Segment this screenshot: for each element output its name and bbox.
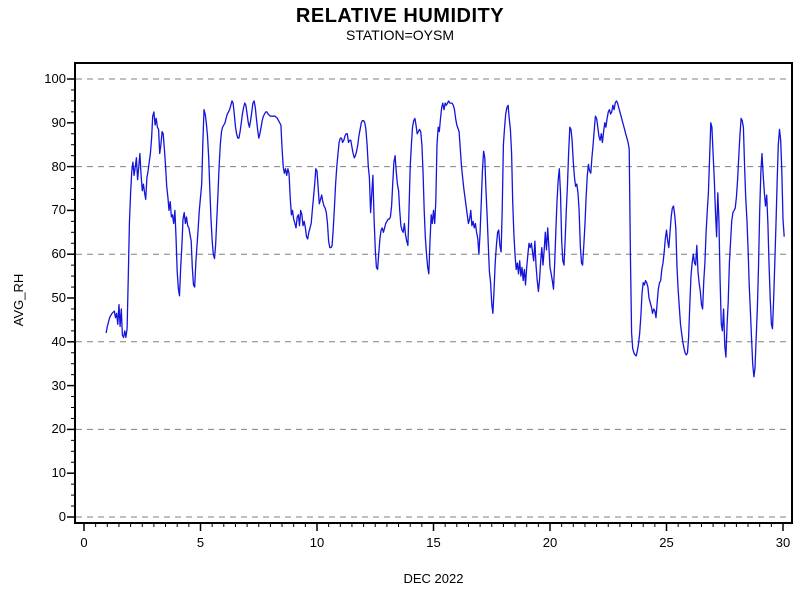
y-tick-label-100: 100 bbox=[44, 71, 66, 86]
y-tick-label-70: 70 bbox=[51, 202, 66, 218]
x-tick-label-5: 5 bbox=[196, 535, 205, 550]
y-tick-label-40: 40 bbox=[51, 333, 66, 349]
y-tick-label-50: 50 bbox=[51, 290, 66, 305]
y-tick-label-80: 80 bbox=[51, 158, 66, 174]
y-tick-label-30: 30 bbox=[51, 377, 66, 393]
y-tick-label-0: 0 bbox=[58, 509, 66, 524]
x-tick-label-0: 0 bbox=[80, 535, 88, 550]
y-axis-title: AVG_RH bbox=[11, 273, 26, 327]
humidity-line bbox=[105, 100, 785, 378]
x-tick-label-15: 15 bbox=[426, 535, 441, 550]
y-tick-label-60: 60 bbox=[51, 246, 66, 262]
chart-subtitle: STATION=OYSM bbox=[346, 27, 454, 43]
x-tick-label-25: 25 bbox=[659, 535, 674, 550]
x-tick-label-20: 20 bbox=[542, 535, 558, 550]
x-tick-label-30: 30 bbox=[775, 535, 791, 550]
plot-frame bbox=[74, 62, 793, 524]
x-axis-title: DEC 2022 bbox=[403, 571, 464, 586]
y-tick-label-10: 10 bbox=[51, 465, 66, 481]
y-tick-label-20: 20 bbox=[51, 421, 66, 437]
y-tick-label-90: 90 bbox=[51, 114, 66, 130]
x-tick-label-10: 10 bbox=[309, 535, 325, 550]
chart-title: RELATIVE HUMIDITY bbox=[295, 5, 505, 27]
